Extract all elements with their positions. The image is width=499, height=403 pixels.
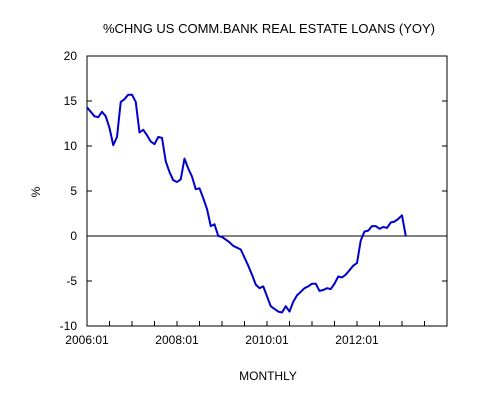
series-line	[86, 93, 407, 314]
y-tick-label: 5	[70, 184, 77, 198]
y-tick-label: -5	[66, 274, 77, 288]
y-axis-label: %	[29, 186, 43, 197]
y-tick-label: -10	[60, 319, 78, 333]
x-axis-label: MONTHLY	[239, 369, 297, 383]
y-tick-label: 15	[64, 94, 78, 108]
x-tick-label: 2010:01	[245, 333, 289, 347]
x-tick-label: 2008:01	[155, 333, 199, 347]
chart-title: %CHNG US COMM.BANK REAL ESTATE LOANS (YO…	[103, 21, 435, 36]
x-axis-ticks: 2006:01 2008:01 2010:01 2012:01	[65, 321, 448, 347]
x-tick-label: 2012:01	[335, 333, 379, 347]
y-tick-label: 0	[70, 229, 77, 243]
x-tick-label: 2006:01	[65, 333, 109, 347]
y-axis-ticks: 20 15 10 5 0 -5 -10	[60, 49, 447, 333]
plot-area	[86, 55, 448, 327]
y-tick-label: 10	[64, 139, 78, 153]
y-tick-label: 20	[64, 49, 78, 63]
